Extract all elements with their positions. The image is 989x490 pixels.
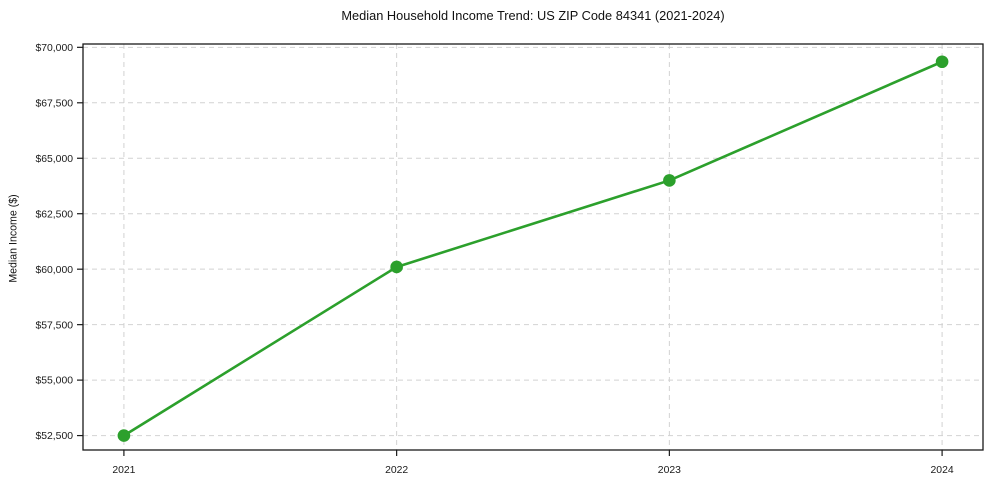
y-tick-label-5: $65,000 [35,154,73,165]
y-tick-label-4: $62,500 [35,209,73,220]
y-tick-label-7: $70,000 [35,43,73,54]
x-tick-label-3: 2024 [931,465,954,476]
y-tick-label-1: $55,000 [35,376,73,387]
plot-border [82,43,984,451]
data-line-0 [122,60,944,437]
y-tick-label-3: $60,000 [35,265,73,276]
data-point-2024 [935,55,949,69]
y-tick-label-0: $52,500 [35,431,73,442]
x-tick-label-1: 2022 [385,465,408,476]
data-point-2021 [117,429,131,442]
chart-title: Median Household Income Trend: US ZIP Co… [341,8,725,23]
data-point-2023 [663,174,676,187]
y-tick-label-2: $57,500 [35,320,73,331]
x-tick-label-2: 2023 [658,465,681,476]
x-tick-label-0: 2021 [112,465,135,476]
y-tick-label-6: $67,500 [35,98,73,109]
data-point-2022 [390,260,403,274]
